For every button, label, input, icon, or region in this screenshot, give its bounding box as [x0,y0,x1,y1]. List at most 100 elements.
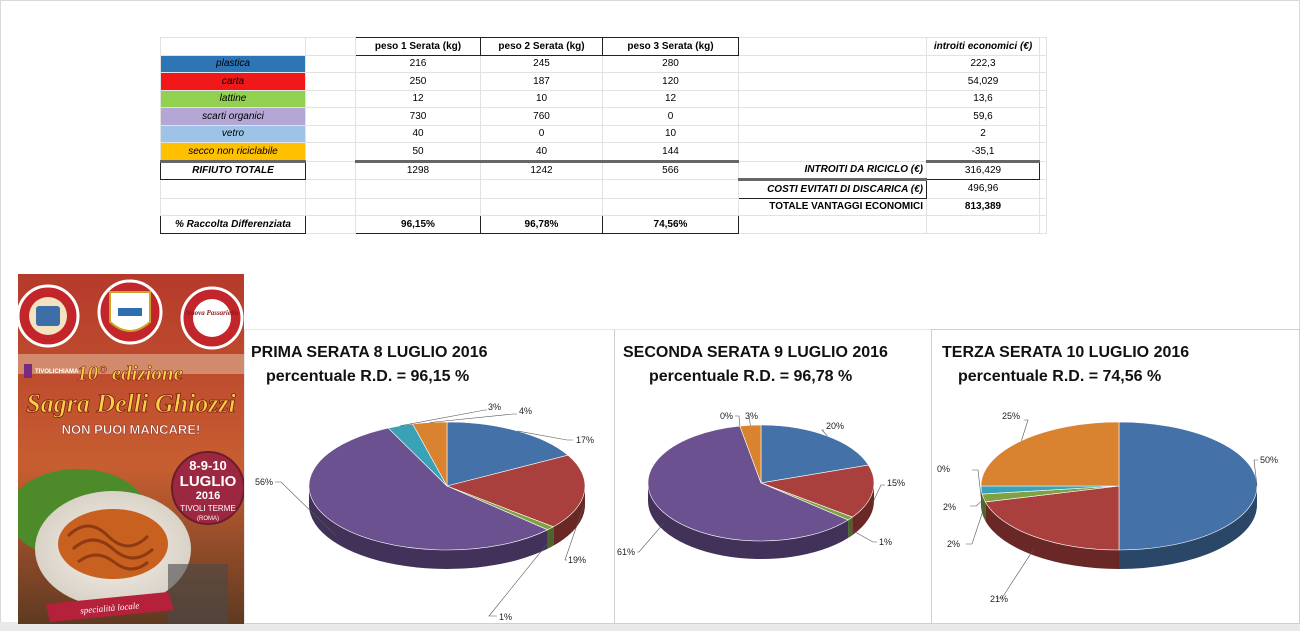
header-night-2: peso 2 Serata (kg) [480,37,603,56]
blank-cell [305,142,356,162]
poster-year: 2016 [196,490,220,502]
leader-line-lattine [488,539,551,617]
income-value: -35,1 [926,142,1040,162]
pie-label-secco: 4% [519,406,532,416]
total-label: RIFIUTO TOTALE [160,159,306,180]
percent-label: % Raccolta Differenziata [160,215,306,234]
blank-cell [738,142,927,162]
table-row: plastica 216 245 280 222,3 [160,54,1047,73]
pie-chart-2: 20% 15% 1% 61% 0% 3% [617,411,905,559]
waste-table: peso 1 Serata (kg) peso 2 Serata (kg) pe… [160,37,1047,234]
leader-line-scarti [275,481,336,536]
poster-artwork: Nuova Passariello TIVOLICHIAMA 10° edizi… [18,274,244,624]
weight-value: 216 [355,54,481,73]
weight-value: 245 [480,54,603,73]
weight-value: 730 [355,107,481,126]
percent-value: 74,56% [602,215,739,234]
percent-value: 96,15% [355,215,481,234]
pie-side-scarti [648,483,849,559]
blank-cell [305,54,356,73]
weight-value: 10 [480,89,603,108]
date-badge [171,451,244,525]
table-row: lattine 12 10 12 13,6 [160,89,1047,108]
chart-subtitle-1: percentuale R.D. = 96,15 % [266,368,470,385]
blank-cell [480,197,603,216]
chart-subtitle-3: percentuale R.D. = 74,56 % [958,368,1162,385]
category-label: plastica [160,54,306,73]
pie-label-plastica: 17% [576,435,594,445]
blank-cell [602,179,739,199]
category-label: lattine [160,89,306,108]
poster-region: (ROMA) [197,516,219,522]
pie-slice-secco [980,421,1120,487]
poster-dates: 8-9-10 [189,458,227,473]
cell [1039,179,1047,199]
weight-value: 187 [480,72,603,91]
poster-place: TIVOLI TERME [180,504,235,513]
pie-side-carta [852,483,874,536]
pie-side-scarti [309,486,548,569]
pie-label-secco: 3% [745,411,758,421]
cell [1039,107,1047,126]
header-row: peso 1 Serata (kg) peso 2 Serata (kg) pe… [160,37,1047,56]
leader-line-lattine [850,529,877,543]
table-row: carta 250 187 120 54,029 [160,72,1047,91]
weight-value: 0 [480,124,603,143]
pie-label-carta: 21% [990,594,1008,604]
cell [1039,160,1047,180]
blank-cell [305,197,356,216]
blank-cell [305,215,356,234]
blank-cell [738,54,927,73]
blank-cell [355,197,481,216]
blank-cell [926,215,1040,234]
blank-cell [305,179,356,199]
leader-line-scarti [972,469,983,506]
weight-value: 10 [602,124,739,143]
blank-cell [305,37,356,56]
percent-row: % Raccolta Differenziata 96,15% 96,78% 74,5… [160,215,1047,234]
blank-cell [738,107,927,126]
leader-line-plastica [1253,459,1258,487]
header-night-3: peso 3 Serata (kg) [602,37,739,56]
bottom-strip [0,622,1300,631]
poster-tagline: NON PUOI MANCARE! [62,422,201,437]
poster-month: LUGLIO [180,473,237,490]
weight-value: 280 [602,54,739,73]
leader-line-plastica [517,430,573,441]
leader-line-vetro [735,415,741,427]
leader-line-vetro [970,501,982,507]
poster-edition: 10° edizione [77,361,183,385]
pie-side-carta [985,501,1119,569]
cell [1039,89,1047,108]
blank-cell [160,179,306,199]
pie-label-lattine: 1% [499,612,512,622]
blank-cell [160,37,306,56]
blank-cell [738,89,927,108]
cell [1039,215,1047,234]
pie-depth [648,483,874,559]
cell [1039,72,1047,91]
pie-label-secco: 25% [1002,411,1020,421]
blank-cell [738,72,927,91]
weight-value: 120 [602,72,739,91]
weight-value: 50 [355,142,481,162]
chart-title-1: PRIMA SERATA 8 LUGLIO 2016 [251,344,488,361]
pie-slice-scarti [647,425,849,542]
chart-panel-night-1: PRIMA SERATA 8 LUGLIO 2016 percentuale R… [244,329,615,624]
pie-side-lattine [547,526,554,549]
pie-chart-3: 50% 21% 2% 0% 2% 25% [937,411,1278,604]
pie-label-scarti: 61% [617,547,635,557]
income-value: 54,029 [926,72,1040,91]
leader-line-secco [1021,419,1029,441]
cell [1039,142,1047,162]
summary-label: COSTI EVITATI DI DISCARICA (€) [738,178,927,199]
weight-value: 0 [602,107,739,126]
weight-value: 40 [480,142,603,162]
blank-cell [738,37,927,56]
table-row: scarti organici 730 760 0 59,6 [160,107,1047,126]
pie-label-scarti: 56% [255,477,273,487]
pie-slice-carta [984,485,1120,551]
total-value: 566 [602,159,739,180]
income-value: 59,6 [926,107,1040,126]
cell [1039,197,1047,216]
